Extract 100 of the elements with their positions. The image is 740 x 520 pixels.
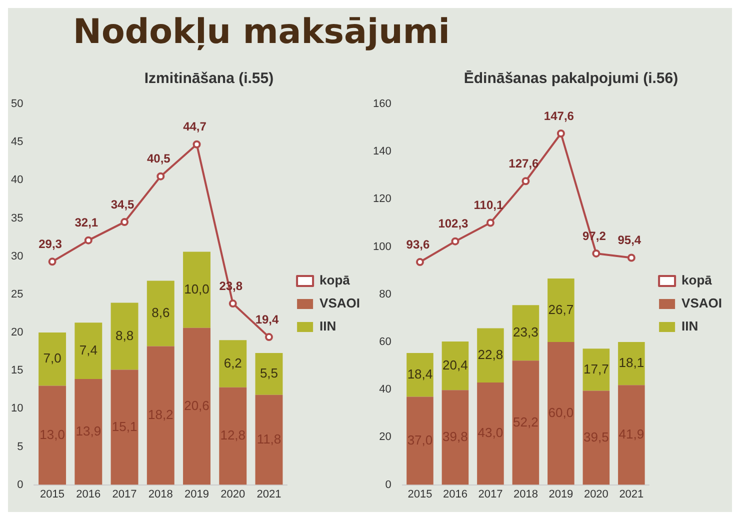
y-tick-label: 0: [385, 478, 392, 491]
data-label: 22,8: [478, 346, 504, 362]
x-tick-label: 2017: [112, 488, 137, 500]
chart-subtitle: Ēdināšanas pakalpojumi (i.56): [462, 70, 678, 89]
data-label: 40,5: [146, 152, 171, 166]
data-label: 8,8: [115, 328, 134, 343]
bar: [110, 370, 138, 485]
bar: [146, 280, 174, 346]
x-tick-label: 2017: [478, 488, 503, 500]
data-label: 127,6: [508, 156, 540, 170]
bar: [582, 390, 610, 485]
chart-title: Nodokļu maksājumi: [72, 11, 451, 54]
y-tick-label: 40: [379, 384, 392, 396]
point: [451, 237, 460, 246]
bar: [406, 396, 434, 485]
bar: [38, 386, 66, 485]
point: [556, 130, 565, 138]
x-tick-label: 2020: [584, 488, 608, 500]
y-tick-label: 5: [17, 440, 24, 453]
data-label: 147,6: [544, 108, 574, 123]
x-tick-label: 2019: [548, 488, 574, 500]
data-label: 93,6: [406, 237, 430, 252]
x-tick-label: 2021: [619, 488, 644, 500]
data-label: 110,1: [474, 198, 504, 212]
x-tick-label: 2019: [184, 488, 209, 500]
y-tick-label: 30: [10, 250, 24, 262]
bar: [183, 252, 210, 328]
bar: [548, 278, 574, 342]
legend-label: kopā: [320, 272, 351, 288]
x-tick-label: 2021: [256, 488, 282, 500]
bar: [74, 378, 102, 485]
point: [592, 249, 600, 258]
bar: [219, 387, 247, 485]
y-tick-label: 20: [379, 431, 392, 444]
y-tick-label: 160: [372, 98, 392, 110]
data-label: 102,3: [438, 216, 469, 231]
y-tick-label: 20: [10, 326, 24, 339]
bar: [183, 328, 210, 485]
bar: [442, 390, 469, 485]
point: [486, 218, 494, 227]
legend-label: VSAOI: [682, 296, 722, 311]
data-label: 8,6: [152, 305, 170, 320]
legend-label: VSAOI: [320, 296, 360, 311]
y-tick-label: 140: [372, 146, 392, 158]
data-label: 7,0: [43, 350, 62, 366]
bar: [255, 353, 283, 395]
bar: [74, 322, 102, 379]
x-tick-label: 2020: [220, 488, 246, 500]
data-label: 23,3: [513, 324, 538, 340]
bar: [219, 340, 247, 388]
point: [120, 218, 129, 226]
bar: [477, 328, 504, 382]
bar: [477, 382, 504, 485]
point: [156, 172, 165, 180]
bar: [255, 394, 283, 485]
y-tick-label: 45: [10, 136, 24, 148]
point: [264, 333, 273, 342]
bar: [442, 342, 469, 390]
bar: [618, 342, 645, 386]
data-label: 6,2: [224, 355, 242, 370]
legend-label: IIN: [320, 318, 336, 334]
data-label: 19,4: [255, 312, 279, 326]
y-tick-label: 40: [10, 174, 24, 186]
bar: [146, 346, 174, 485]
data-label: 95,4: [618, 233, 642, 248]
point: [84, 236, 92, 244]
point: [192, 140, 201, 148]
y-tick-label: 0: [17, 478, 24, 491]
point: [48, 258, 56, 266]
point: [522, 177, 530, 186]
data-label: 10,0: [184, 281, 210, 296]
y-tick-label: 15: [10, 364, 24, 377]
bar: [38, 332, 66, 386]
chart-subtitle: Izmitināšana (i.55): [143, 70, 274, 89]
y-tick-label: 80: [379, 288, 392, 300]
point: [627, 254, 636, 262]
legend-label: kopā: [682, 272, 713, 288]
bar: [548, 342, 574, 485]
data-label: 5,5: [260, 366, 278, 381]
bar: [406, 352, 434, 397]
point: [416, 258, 424, 266]
y-tick-label: 100: [372, 240, 392, 253]
bar: [618, 385, 645, 485]
data-label: 44,7: [183, 120, 207, 134]
data-label: 18,1: [618, 355, 644, 370]
data-label: 32,1: [74, 216, 98, 230]
bar: [512, 305, 540, 361]
legend-label: IIN: [682, 318, 698, 334]
x-tick-label: 2015: [408, 488, 432, 500]
data-label: 20,4: [442, 357, 468, 372]
y-tick-label: 10: [10, 402, 24, 415]
bar: [582, 348, 610, 391]
x-tick-label: 2016: [76, 488, 101, 500]
y-tick-label: 25: [10, 288, 24, 300]
point: [228, 300, 237, 308]
bar: [110, 302, 138, 370]
data-label: 29,3: [38, 236, 62, 251]
data-label: 26,7: [548, 302, 574, 317]
x-tick-label: 2018: [513, 488, 538, 500]
data-label: 34,5: [110, 197, 135, 212]
